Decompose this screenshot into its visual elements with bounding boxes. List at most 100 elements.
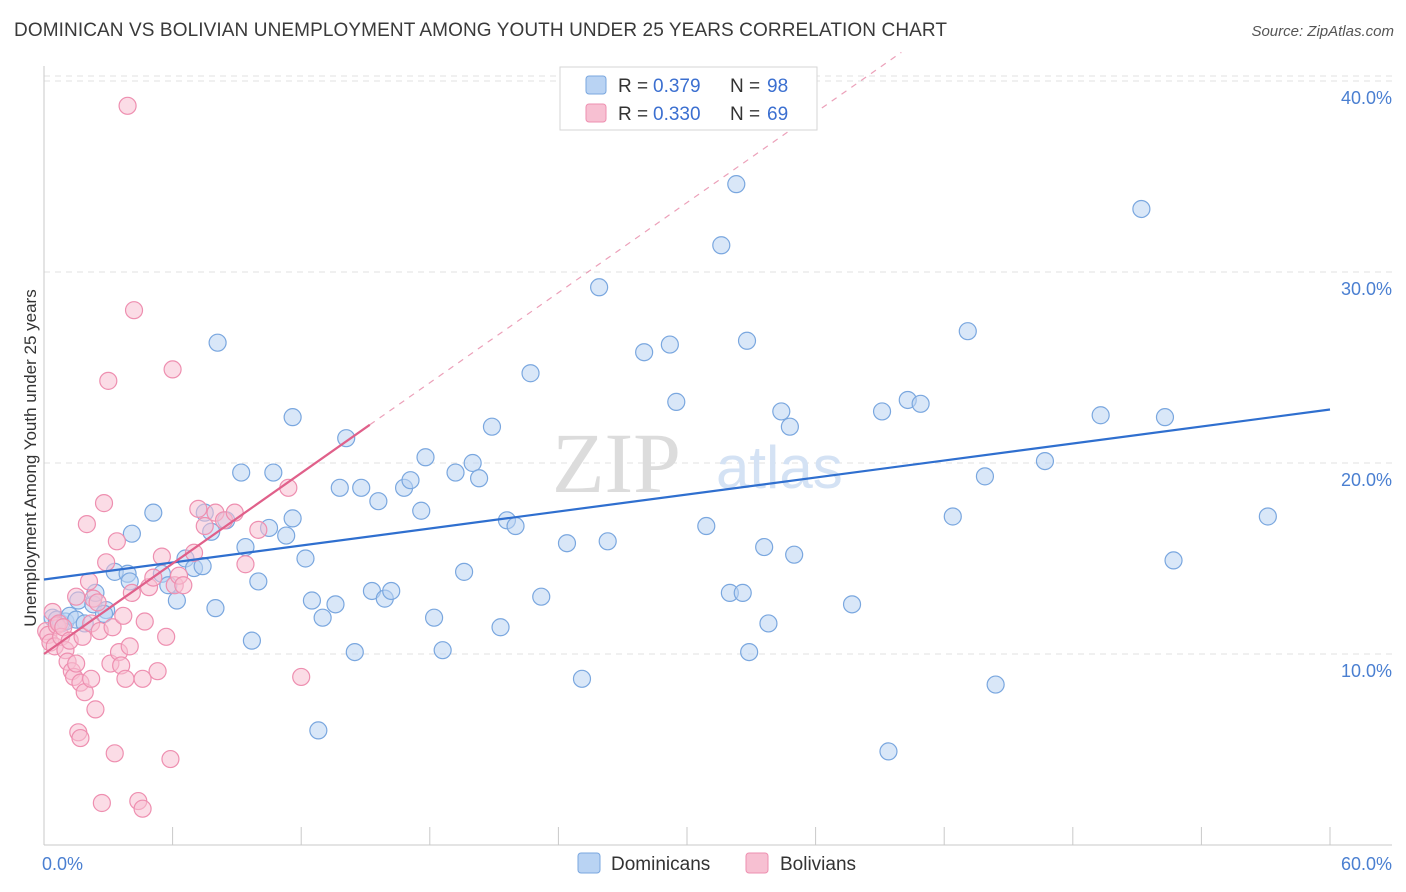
dominicans-point-92	[975, 467, 995, 486]
bolivians-point-49	[161, 749, 180, 769]
bolivians-points	[37, 96, 311, 818]
bolivians-point-42	[133, 799, 152, 818]
dominicans-point-93	[986, 675, 1005, 694]
dominicans-point-51	[401, 471, 420, 490]
dominicans-point-96	[1132, 199, 1151, 219]
dominicans-point-61	[491, 618, 510, 637]
dominicans-point-83	[780, 417, 799, 436]
bolivians-point-64	[67, 587, 86, 606]
dominicans-point-59	[469, 469, 489, 488]
dominicans-point-98	[1164, 551, 1183, 570]
dominicans-point-52	[412, 501, 431, 520]
dominicans-point-64	[521, 364, 540, 383]
dominicans-point-90	[943, 507, 962, 526]
dominicans-point-65	[532, 587, 551, 606]
dominicans-point-26	[208, 333, 227, 352]
legend-n-value-dominicans: 98	[767, 76, 788, 97]
dominicans-point-89	[911, 394, 930, 413]
dominicans-point-57	[454, 562, 474, 581]
legend-r-value-dominicans: 0.379	[653, 76, 701, 97]
series-legend-label-bolivians[interactable]: Bolivians	[780, 854, 856, 875]
dominicans-point-41	[326, 595, 345, 614]
dominicans-point-81	[759, 614, 778, 633]
bolivians-point-26	[92, 793, 111, 813]
dominicans-point-69	[598, 532, 617, 551]
bolivians-point-37	[118, 96, 137, 115]
dominicans-point-85	[842, 595, 862, 614]
series-legend-swatch-dominicans[interactable]	[577, 852, 601, 874]
dominicans-point-37	[296, 549, 315, 568]
bolivians-point-67	[133, 669, 152, 688]
bolivians-point-54	[184, 543, 204, 562]
dominicans-point-34	[277, 526, 296, 545]
y-tick-label-10: 10.0%	[1341, 661, 1392, 681]
dominicans-point-97	[1155, 408, 1175, 427]
dominicans-point-38	[302, 591, 322, 610]
dominicans-point-80	[755, 537, 774, 557]
bolivians-point-50	[163, 360, 182, 379]
bolivians-point-53	[174, 576, 193, 595]
bolivians-point-32	[105, 744, 124, 763]
legend-swatch-bolivians	[585, 103, 607, 123]
series-legend-swatch-bolivians[interactable]	[745, 852, 769, 874]
series-legend-label-dominicans[interactable]: Dominicans	[611, 854, 710, 875]
bolivians-point-17	[73, 627, 92, 646]
x-tick-label-left: 0.0%	[42, 854, 83, 874]
bolivians-point-24	[88, 593, 107, 612]
dominicans-point-86	[872, 402, 892, 421]
dominicans-point-33	[264, 463, 283, 482]
legend-n-value-bolivians: 69	[767, 104, 788, 125]
dominicans-point-82	[772, 402, 791, 421]
bolivians-point-48	[157, 627, 176, 646]
dominicans-point-91	[958, 322, 977, 341]
dominicans-point-76	[737, 331, 757, 350]
dominicans-point-30	[242, 631, 262, 650]
dominicans-point-35	[283, 509, 302, 528]
legend-n-label-bolivians: N =	[730, 104, 760, 125]
dominicans-point-73	[697, 516, 716, 536]
dominicans-point-78	[740, 642, 759, 662]
watermark-atlas: atlas	[716, 434, 843, 501]
dominicans-point-25	[206, 599, 225, 618]
bolivians-trend-line	[43, 423, 371, 655]
dominicans-point-66	[557, 534, 577, 553]
dominicans-point-44	[345, 642, 364, 662]
watermark-zip: ZIP	[552, 415, 681, 511]
bolivians-point-56	[195, 516, 214, 536]
y-tick-label-40: 40.0%	[1341, 88, 1392, 108]
dominicans-point-70	[635, 343, 654, 362]
dominicans-point-43	[337, 429, 356, 448]
dominicans-point-68	[590, 278, 609, 297]
bolivians-point-47	[152, 547, 171, 566]
bolivians-point-19	[77, 515, 96, 534]
bolivians-point-29	[99, 371, 118, 390]
y-axis-label: Unemployment Among Youth under 25 years	[21, 289, 40, 626]
bolivians-point-55	[189, 499, 208, 518]
legend-swatch-dominicans	[585, 75, 607, 95]
dominicans-point-77	[733, 583, 752, 602]
bolivians-point-31	[103, 618, 122, 637]
bolivians-point-38	[120, 637, 139, 656]
dominicans-point-58	[463, 453, 482, 473]
dominicans-point-79	[727, 175, 746, 194]
legend-r-value-bolivians: 0.330	[653, 104, 701, 125]
dominicans-point-95	[1091, 406, 1110, 425]
bolivians-point-68	[71, 728, 90, 748]
bolivians-point-14	[67, 654, 86, 673]
bolivians-point-60	[236, 555, 255, 574]
bolivians-point-23	[86, 700, 105, 719]
dominicans-point-42	[330, 478, 349, 497]
dominicans-points	[43, 175, 1277, 761]
axis-layer	[43, 66, 1392, 846]
dominicans-point-16	[144, 503, 163, 522]
dominicans-point-45	[352, 478, 371, 497]
bolivians-point-46	[148, 662, 167, 681]
dominicans-point-19	[167, 591, 186, 610]
x-tick-label-right: 60.0%	[1341, 854, 1392, 874]
watermark: ZIP atlas	[552, 415, 843, 511]
y-tick-label-20: 20.0%	[1341, 470, 1392, 490]
dominicans-point-36	[283, 408, 302, 427]
dominicans-point-31	[249, 572, 268, 591]
